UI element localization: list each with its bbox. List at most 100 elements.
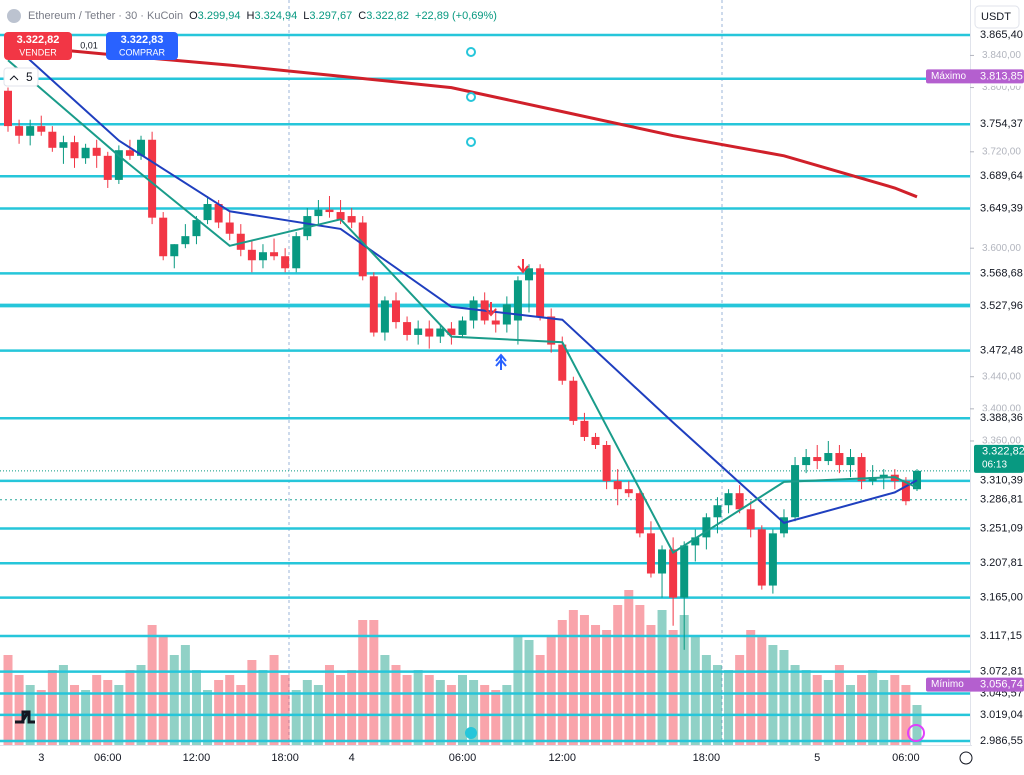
replay-icon[interactable] [907,724,925,742]
level-label-box [972,521,1024,536]
candle-body [214,204,223,223]
alert-icon[interactable] [466,137,476,147]
volume-bar [180,645,190,745]
candle-body [391,300,400,323]
candle-body [768,533,777,586]
candle-body [613,481,622,490]
volume-bar [679,615,689,745]
candle-body [4,90,12,127]
level-label: 3.388,36 [980,412,1023,424]
volume-bar [247,660,257,745]
candle-body [236,233,245,250]
candle-body [680,545,689,598]
alert-icon[interactable] [465,727,477,739]
x-tick-label: 5 [814,752,820,764]
level-label-box [972,629,1024,644]
level-label-box [972,266,1024,281]
volume-bar [136,665,146,745]
volume-bar [779,650,789,745]
symbol-icon [7,9,21,23]
level-label-box [972,169,1024,184]
candle-body [181,236,190,245]
x-tick-label: 4 [349,752,355,764]
candle-body [469,300,478,321]
alert-icon[interactable] [466,92,476,102]
level-label: 3.649,39 [980,202,1023,214]
candle-body [791,465,800,518]
candle-body [735,493,744,510]
volume-bar [746,630,756,745]
level-label: 3.019,04 [980,709,1023,721]
header-text: H [247,10,255,22]
level-label-box [972,411,1024,426]
header-text: C [358,10,366,22]
volume-bar [868,670,878,745]
currency-button[interactable] [974,5,1020,29]
candle-body [59,142,68,148]
header-text: 3.297,67 [309,10,352,22]
sell-button[interactable] [4,32,72,60]
extreme-badge [926,69,1024,84]
level-label: 3.754,37 [980,118,1023,130]
volume-bar [657,610,667,745]
buy-button[interactable] [106,32,178,60]
volume-bar [125,670,135,745]
header-text: O [189,10,198,22]
settings-icon[interactable] [959,751,973,765]
volume-bar [214,680,224,745]
candle-body [125,150,134,156]
candle-body [281,256,290,269]
volume-bar [147,625,157,745]
spread: 0,01 [80,40,98,50]
volume-bar [225,675,235,745]
candle-body [857,457,866,482]
candle-body [835,453,844,466]
candle-body [558,344,567,381]
candle-body [691,537,700,546]
volume-bar [712,665,722,745]
logo [15,710,35,724]
indicator-toggle[interactable] [3,67,39,87]
level-label: 3.165,00 [980,592,1023,604]
volume-bar [280,675,290,745]
header-line: Ethereum / Tether · 30 · KuCoin O3.299,94… [28,10,497,22]
level-label: 3.568,68 [980,267,1023,279]
candle-body [746,509,755,530]
level-label-box [972,556,1024,571]
volume-bar [103,680,113,745]
alert-icon[interactable] [466,47,476,57]
candle-body [547,316,556,345]
volume-bar [812,675,822,745]
chevron [9,75,19,81]
level-label-box [972,343,1024,358]
level-label-box [972,299,1024,314]
level-label: 2.986,55 [980,735,1023,747]
candle-body [646,533,655,574]
candle-body [314,209,323,217]
candle-body [513,280,522,321]
volume-bar [413,670,423,745]
header-text: 3.299,94 [198,10,241,22]
volume-bar [834,665,844,745]
candle-body [913,470,921,490]
header-text: Ethereum / Tether · 30 · KuCoin [28,10,183,22]
candle-body [336,212,345,221]
level-label-box [972,201,1024,216]
candle-body [292,236,301,269]
x-tick-label: 3 [38,752,44,764]
moving-average [7,59,918,555]
volume-bar [857,675,867,745]
volume-bar [336,675,346,745]
candle-body [813,457,822,462]
candle-body [447,328,456,335]
volume-bar [491,690,501,745]
candle-body [713,505,722,518]
volume-bar [291,690,301,745]
volume-bar [690,635,700,745]
extreme-badge [926,677,1024,692]
buy-label: COMPRAR [119,47,166,57]
header-text: L [303,10,309,22]
volume-bar [458,675,467,745]
volume-bar [890,675,900,745]
